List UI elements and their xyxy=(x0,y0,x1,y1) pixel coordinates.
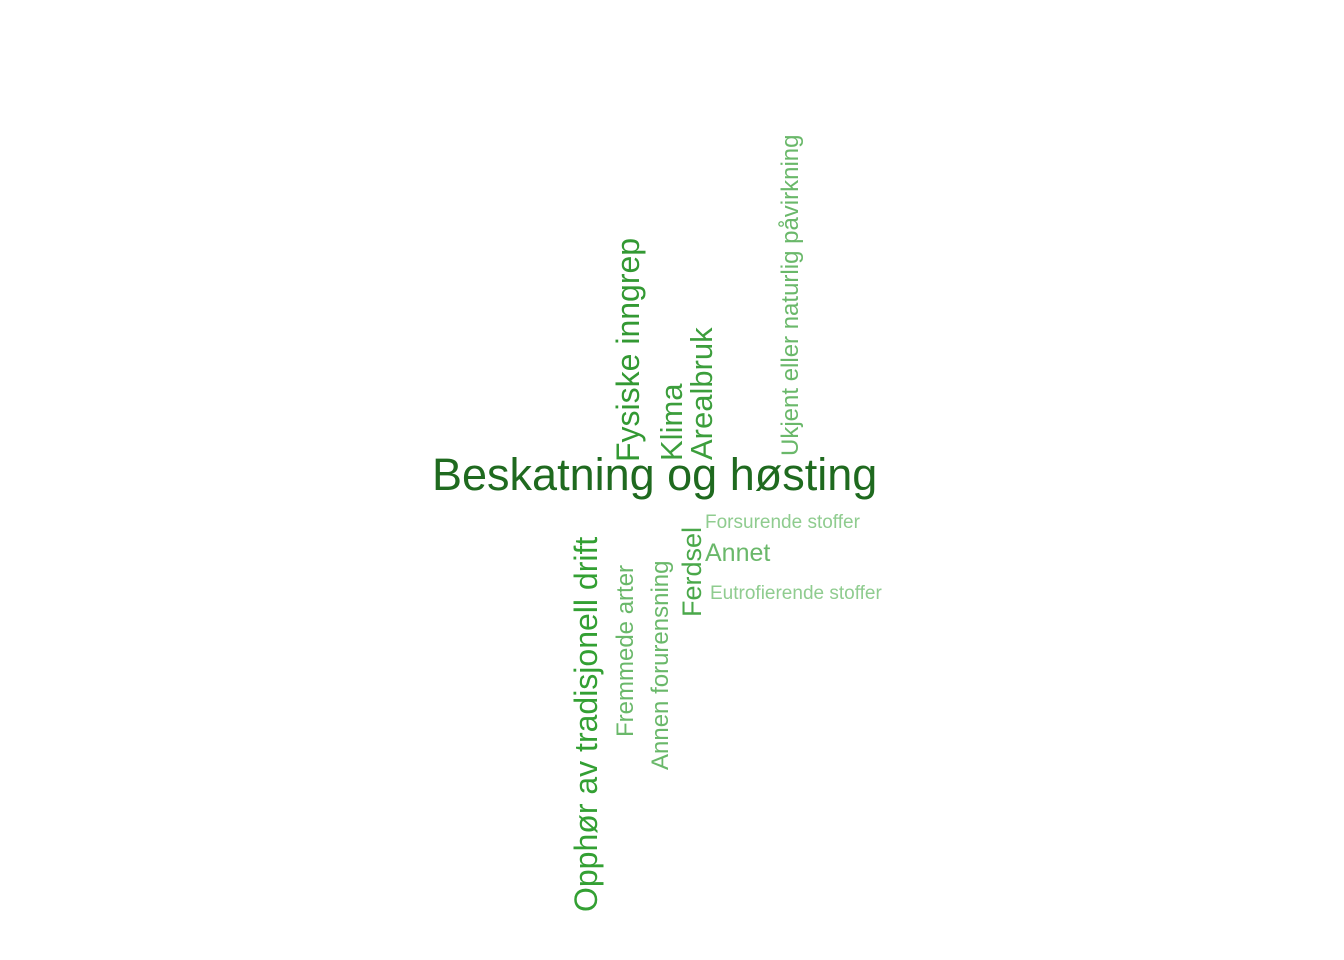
word-forsurende-stoffer: Forsurende stoffer xyxy=(705,512,860,533)
word-beskatning-og-hosting: Beskatning og høsting xyxy=(432,449,878,500)
word-klima: Klima xyxy=(654,383,689,461)
word-eutrofierende-stoffer: Eutrofierende stoffer xyxy=(710,583,882,604)
word-ukjent-eller-naturlig-pavirkning: Ukjent eller naturlig påvirkning xyxy=(777,134,804,457)
word-ferdsel: Ferdsel xyxy=(677,526,707,617)
word-fremmede-arter: Fremmede arter xyxy=(612,564,639,737)
word-arealbruk: Arealbruk xyxy=(684,327,719,460)
word-annet: Annet xyxy=(705,539,771,567)
word-fysiske-inngrep: Fysiske inngrep xyxy=(610,237,646,462)
word-annen-forurensning: Annen forurensning xyxy=(647,560,674,770)
word-opphor-av-tradisjonell-drift: Opphør av tradisjonell drift xyxy=(568,536,604,912)
